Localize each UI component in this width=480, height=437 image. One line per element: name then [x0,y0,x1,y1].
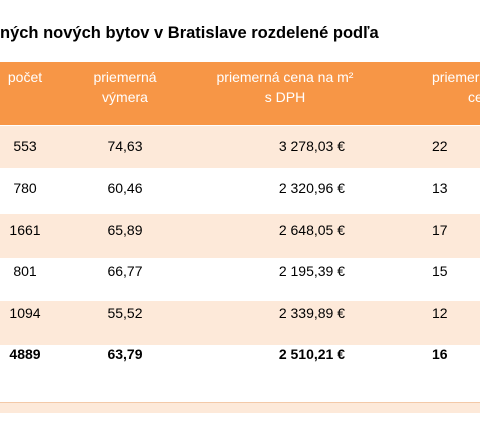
total-cell: 16 [432,346,448,362]
table-cell: 65,89 [107,222,143,238]
header-cell: priemerná [93,69,157,85]
table-cell: 13 [432,180,448,196]
header-cell: priemer [432,69,480,85]
table-cell: 66,77 [107,263,143,279]
table-cell: 2 339,89 € [278,305,345,321]
table-cell: 2 320,96 € [278,180,345,196]
table-cell: 55,52 [107,305,143,321]
total-cell: 2 510,21 € [278,346,345,362]
table-cell: 74,63 [107,138,143,154]
table-row [0,168,480,214]
table-bottom [0,402,480,413]
table-cell: 553 [13,138,37,154]
table-cell: 780 [13,180,37,196]
table-cell: 2 195,39 € [278,263,345,279]
table-cell: 2 648,05 € [278,222,345,238]
table-cell: 22 [432,138,448,154]
table-row [0,345,480,386]
table-cell: 15 [432,263,448,279]
header-cell: výmera [102,89,148,105]
table-row [0,125,480,169]
header-cell: ce [468,89,480,105]
total-cell: 63,79 [107,346,143,362]
header-cell: počet [7,69,43,85]
table-cell: 1661 [9,222,41,238]
table-cell: 1094 [9,305,41,321]
table-cell: 60,46 [107,180,143,196]
header-cell: priemerná cena na m² [216,69,354,85]
header-band [0,62,480,125]
table-cell: 3 278,03 € [278,138,345,154]
table-row [0,300,480,346]
table-cell: 17 [432,222,448,238]
header-cell: s DPH [264,89,306,105]
total-cell: 4889 [9,346,41,362]
page-title: ných nových bytov v Bratislave rozdelené… [0,24,379,42]
table-cell: 12 [432,305,448,321]
table-cell: 801 [13,263,37,279]
table-row [0,213,480,259]
table-row [0,258,480,301]
